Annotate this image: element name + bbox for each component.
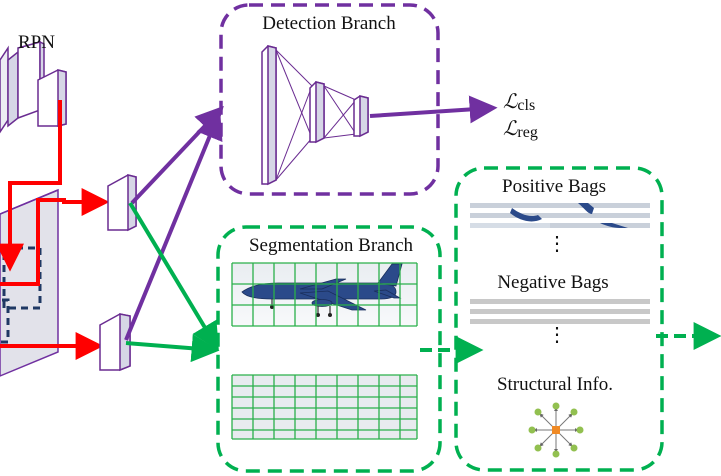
negative-bags-ellipsis: ⋮ bbox=[547, 324, 567, 346]
negative-bags-title: Negative Bags bbox=[497, 272, 608, 293]
positive-bag-strips bbox=[470, 203, 650, 228]
detection-network-icon bbox=[261, 45, 369, 186]
segmentation-arrows bbox=[125, 201, 220, 363]
segmentation-image-background bbox=[231, 374, 418, 440]
negative-bag-strips bbox=[470, 299, 650, 324]
detection-branch-box bbox=[219, 3, 440, 196]
segmentation-image-airplane bbox=[231, 262, 418, 327]
roi-pooling-arrows bbox=[0, 100, 110, 360]
mil-bags-box bbox=[454, 166, 664, 472]
structural-graph-icon bbox=[528, 402, 584, 458]
detection-branch-title: Detection Branch bbox=[262, 13, 396, 34]
positive-bags-title: Positive Bags bbox=[502, 176, 606, 197]
positive-bags-ellipsis: ⋮ bbox=[547, 233, 567, 255]
loss-output-arrow bbox=[369, 95, 498, 124]
loss-cls: ℒcls bbox=[503, 89, 535, 114]
rpn-feature-stack bbox=[0, 40, 67, 134]
rpn-label: RPN bbox=[18, 32, 55, 53]
detection-arrows bbox=[124, 105, 224, 341]
roi-feature-block-upper bbox=[107, 174, 137, 232]
loss-reg: ℒreg bbox=[503, 116, 538, 141]
segmentation-branch-title: Segmentation Branch bbox=[249, 235, 414, 256]
roi-feature-block-lower bbox=[99, 313, 131, 372]
structural-info-title: Structural Info. bbox=[497, 374, 613, 395]
roi-box-lower bbox=[0, 298, 10, 344]
